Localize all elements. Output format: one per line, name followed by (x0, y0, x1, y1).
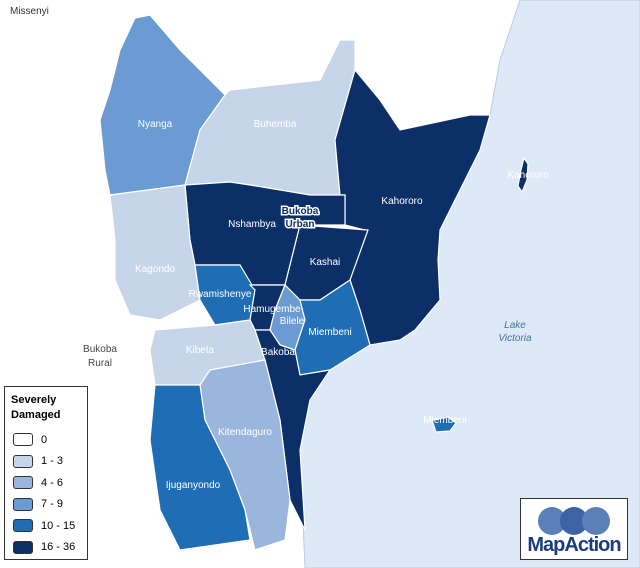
place-label-line: Bukoba (282, 206, 319, 217)
place-label-line: Lake (504, 320, 526, 331)
region-label: Miembeni (308, 327, 351, 338)
region-label: Kahororo (507, 170, 549, 181)
legend-label: 16 - 36 (41, 541, 76, 554)
region-label: Rwamishenye (189, 289, 252, 300)
legend-label: 7 - 9 (41, 498, 64, 511)
region (109, 184, 201, 321)
region (517, 156, 529, 194)
place-label: Bukoba Urban (282, 206, 319, 230)
legend: Severely Damaged 0 1 - 3 4 - 6 7 - 9 10 - 15… (4, 386, 88, 560)
region-label: Kitendaguro (218, 427, 272, 438)
place-label-line: Urban (286, 219, 315, 230)
place-label: Missenyi (10, 6, 49, 17)
legend-item: 10 - 15 (13, 515, 87, 537)
logo-globes (538, 507, 610, 535)
place-label-line: Rural (88, 358, 112, 369)
region-label: Hamugembe (243, 304, 301, 315)
legend-swatch (13, 497, 33, 511)
legend-swatch (13, 433, 33, 447)
region (184, 39, 356, 196)
legend-swatch (13, 454, 33, 468)
region-label: Kagondo (135, 264, 175, 275)
region (149, 384, 251, 551)
region-label: Kibeta (186, 345, 215, 356)
region-label: Kashai (310, 257, 341, 268)
legend-item: 16 - 36 (13, 537, 87, 559)
region (431, 416, 457, 433)
legend-item: 0 (13, 429, 87, 451)
region-label: Nshambya (228, 219, 276, 230)
region (294, 279, 371, 376)
region (334, 68, 491, 346)
region-label: Buhemba (254, 119, 297, 130)
logo: MapAction (520, 498, 628, 560)
legend-item: 7 - 9 (13, 494, 87, 516)
place-label: Lake Victoria (498, 320, 532, 344)
region-label: Kahororo (381, 196, 423, 207)
region-label: Nyanga (138, 119, 173, 130)
place-label-line: Victoria (498, 333, 532, 344)
legend-label: 10 - 15 (41, 519, 76, 532)
legend-title: Severely Damaged (11, 394, 61, 421)
place-label: Bukoba Rural (83, 344, 117, 369)
legend-label: 4 - 6 (41, 476, 64, 489)
region-label: Bakoba (261, 347, 295, 358)
legend-item: 1 - 3 (13, 451, 87, 473)
logo-text: MapAction (527, 534, 621, 556)
region-label: Miembeni (423, 415, 466, 426)
legend-swatch (13, 540, 33, 554)
legend-label: 0 (41, 433, 48, 446)
region-label: Ijuganyondo (166, 480, 221, 491)
legend-swatch (13, 476, 33, 490)
region-label: Bilele (280, 316, 305, 327)
legend-swatch (13, 519, 33, 533)
place-label-line: Bukoba (83, 344, 117, 355)
legend-label: 1 - 3 (41, 455, 64, 468)
legend-item: 4 - 6 (13, 472, 87, 494)
